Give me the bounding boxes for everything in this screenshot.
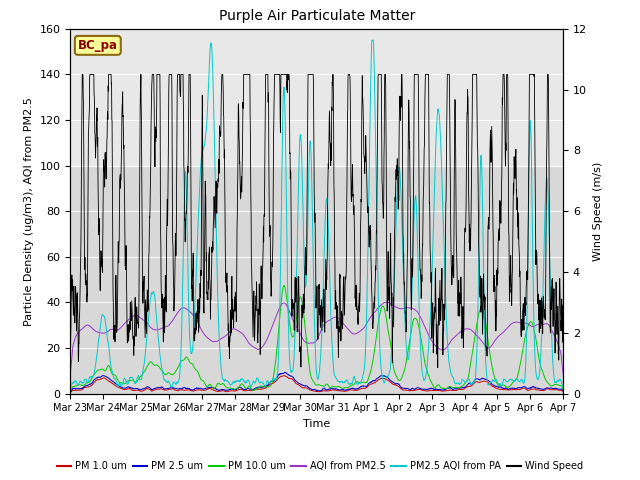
- Title: Purple Air Particulate Matter: Purple Air Particulate Matter: [219, 10, 415, 24]
- Y-axis label: Wind Speed (m/s): Wind Speed (m/s): [593, 162, 603, 261]
- Y-axis label: Particle Density (ug/m3), AQI from PM2.5: Particle Density (ug/m3), AQI from PM2.5: [24, 97, 34, 325]
- X-axis label: Time: Time: [303, 419, 330, 429]
- Text: BC_pa: BC_pa: [78, 39, 118, 52]
- Legend: PM 1.0 um, PM 2.5 um, PM 10.0 um, AQI from PM2.5, PM2.5 AQI from PA, Wind Speed: PM 1.0 um, PM 2.5 um, PM 10.0 um, AQI fr…: [53, 457, 587, 475]
- Bar: [70, 29, 563, 166]
